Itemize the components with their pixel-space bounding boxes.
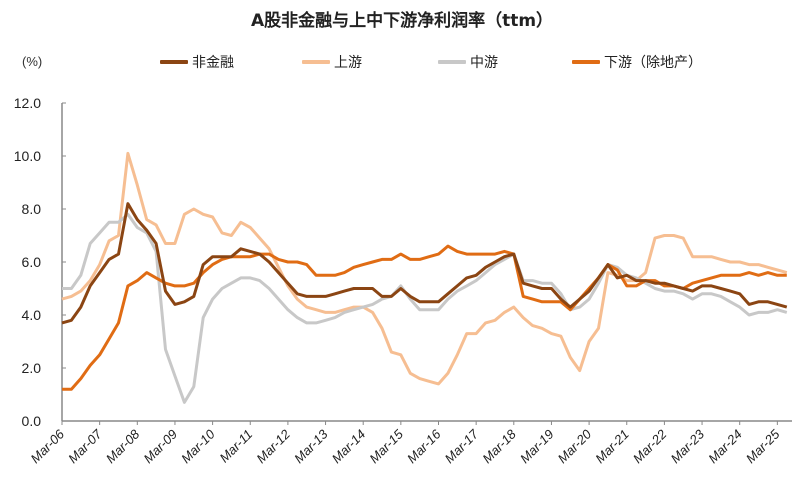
series-lines (61, 151, 788, 404)
x-tick-label: Mar-07 (65, 426, 105, 466)
y-tick-label: 0.0 (22, 413, 42, 429)
y-axis-unit-label: (%) (22, 54, 43, 69)
y-tick-label: 8.0 (22, 201, 42, 217)
x-tick-label: Mar-11 (216, 427, 255, 466)
legend: 非金融 上游 中游 下游（除地产） (0, 52, 804, 76)
x-tick-label: Mar-25 (743, 426, 783, 466)
legend-swatch-upstream (302, 60, 330, 64)
series-nonfinancial-line (61, 202, 788, 325)
y-tick-label: 6.0 (22, 254, 42, 270)
legend-item-midstream: 中游 (438, 52, 498, 72)
y-axis: 0.0 2.0 4.0 6.0 8.0 10.0 12.0 (14, 95, 66, 429)
legend-label-midstream: 中游 (470, 55, 498, 71)
x-tick-label: Mar-17 (442, 426, 482, 466)
legend-swatch-downstream (572, 60, 600, 64)
legend-label-downstream: 下游（除地产） (604, 55, 702, 71)
y-tick-label: 10.0 (14, 148, 41, 164)
x-tick-label: Mar-19 (517, 427, 557, 467)
x-tick-label: Mar-24 (705, 427, 745, 467)
x-tick-label: Mar-22 (630, 426, 670, 466)
y-tick-label: 12.0 (14, 95, 41, 111)
chart-title: A股非金融与上中下游净利润率（ttm） (250, 11, 554, 31)
x-tick-label: Mar-21 (592, 427, 632, 467)
x-tick-label: Mar-23 (668, 426, 708, 466)
legend-item-downstream: 下游（除地产） (572, 52, 702, 72)
legend-swatch-nonfinancial (160, 60, 188, 64)
x-tick-label: Mar-15 (366, 426, 406, 466)
x-tick-label: Mar-12 (253, 426, 293, 466)
legend-item-upstream: 上游 (302, 52, 362, 72)
series-midstream-line (62, 212, 788, 404)
y-tick-label: 4.0 (22, 307, 42, 323)
x-tick-label: Mar-18 (479, 426, 519, 466)
x-tick-label: Mar-14 (329, 427, 369, 467)
legend-label-upstream: 上游 (334, 55, 362, 71)
legend-item-nonfinancial: 非金融 (160, 52, 234, 72)
x-tick-label: Mar-09 (141, 427, 181, 467)
legend-label-nonfinancial: 非金融 (192, 55, 234, 71)
x-tick-label: Mar-20 (555, 426, 595, 466)
x-tick-label: Mar-16 (404, 426, 444, 466)
y-tick-label: 2.0 (22, 360, 42, 376)
series-downstream-line (62, 244, 787, 391)
legend-swatch-midstream (438, 60, 466, 64)
x-tick-label: Mar-13 (291, 426, 331, 466)
x-tick-label: Mar-08 (103, 426, 143, 466)
x-axis: Mar-06Mar-07Mar-08Mar-09Mar-10Mar-11Mar-… (28, 420, 792, 467)
x-tick-label: Mar-06 (28, 426, 68, 466)
x-tick-label: Mar-10 (178, 426, 218, 466)
series-upstream-line (61, 151, 788, 386)
